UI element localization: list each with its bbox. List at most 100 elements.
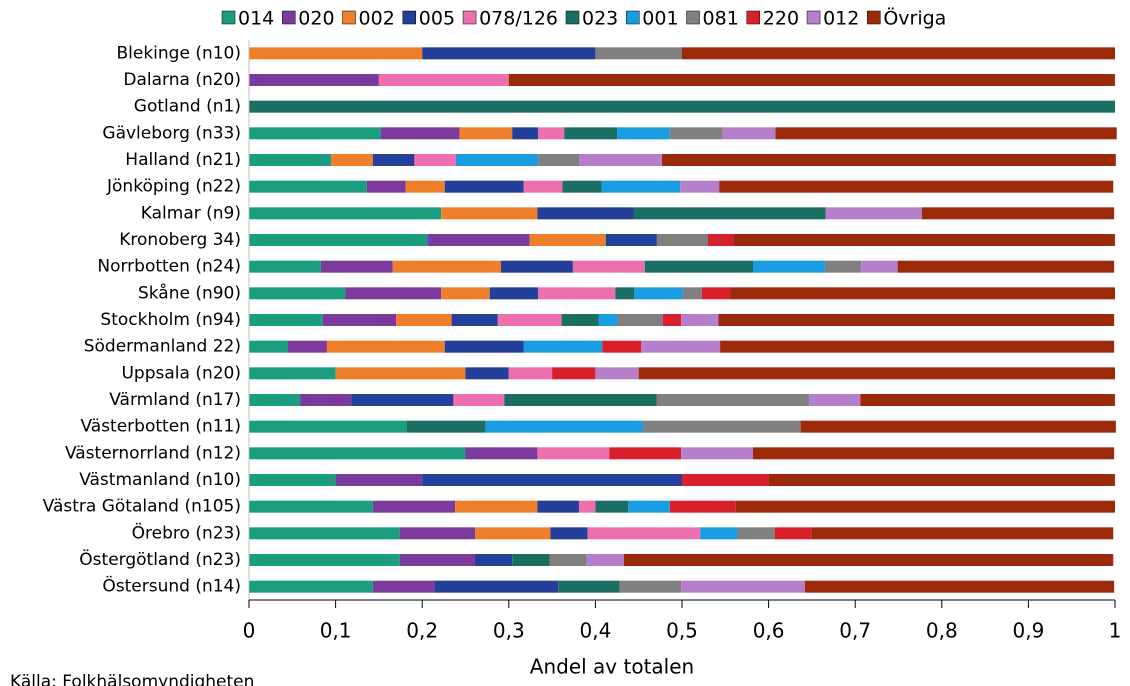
bar-segment bbox=[366, 180, 406, 193]
bar-segment bbox=[602, 340, 642, 353]
bar-segment bbox=[682, 474, 769, 486]
bar-segment bbox=[811, 527, 1114, 540]
y-tick-label: Kronoberg 34) bbox=[119, 230, 241, 250]
legend-swatch bbox=[342, 10, 356, 25]
bar-segment bbox=[656, 234, 708, 246]
bar-segment bbox=[733, 234, 1115, 246]
bar-segment bbox=[662, 314, 682, 326]
bar-segment bbox=[564, 127, 618, 140]
legend-swatch bbox=[806, 10, 821, 25]
bar-segment bbox=[572, 260, 645, 273]
bar-segment bbox=[720, 340, 1115, 353]
bar-segment bbox=[392, 260, 502, 273]
bar-segment bbox=[617, 127, 670, 140]
bar-segment bbox=[485, 420, 644, 433]
bar-segment bbox=[380, 127, 460, 140]
bar-segment bbox=[681, 314, 719, 326]
bar-segment bbox=[249, 500, 373, 513]
bar-segment bbox=[537, 500, 579, 513]
x-tick-label: 0,1 bbox=[320, 619, 352, 643]
bar-segment bbox=[682, 47, 1115, 60]
bar-segment bbox=[287, 340, 327, 353]
bar-segment bbox=[578, 500, 596, 513]
bar-segment bbox=[809, 394, 861, 406]
bar-segment bbox=[372, 154, 415, 166]
bar-segment bbox=[615, 287, 635, 300]
legend-label: Övriga bbox=[883, 7, 946, 30]
y-tick-label: Örebro (n23) bbox=[132, 521, 241, 543]
bar-segment bbox=[249, 367, 336, 380]
y-tick-label: Östersund (n14) bbox=[102, 575, 241, 597]
bar-segment bbox=[682, 287, 702, 300]
legend-swatch bbox=[626, 10, 640, 25]
bar-segment bbox=[249, 260, 321, 273]
x-tick-label: 0,4 bbox=[579, 619, 611, 643]
bar-segment bbox=[249, 580, 373, 593]
bar-segment bbox=[800, 420, 1116, 433]
bar-segment bbox=[249, 154, 332, 166]
bar-segment bbox=[644, 260, 754, 273]
bar-segment bbox=[609, 447, 682, 460]
legend-label: 002 bbox=[359, 8, 395, 30]
bar-segment bbox=[680, 180, 720, 193]
bar-segment bbox=[249, 287, 346, 300]
bar-segment bbox=[465, 447, 538, 460]
bar-segment bbox=[345, 287, 442, 300]
bar-segment bbox=[735, 500, 1115, 513]
y-tick-label: Östergötland (n23) bbox=[79, 548, 241, 570]
bar-segment bbox=[897, 260, 1115, 273]
bar-segment bbox=[586, 554, 624, 566]
legend-swatch bbox=[565, 10, 580, 25]
y-tick-label: Gotland (n1) bbox=[134, 97, 241, 117]
bar-segment bbox=[595, 367, 639, 380]
y-tick-label: Värmland (n17) bbox=[109, 390, 241, 410]
legend-label: 005 bbox=[419, 8, 455, 30]
bar-segment bbox=[753, 260, 825, 273]
bar-segment bbox=[718, 314, 1115, 326]
bar-segment bbox=[737, 527, 775, 540]
bar-segment bbox=[656, 394, 810, 406]
bar-segment bbox=[249, 554, 400, 566]
bar-segment bbox=[638, 367, 1115, 380]
bar-segment bbox=[538, 287, 616, 300]
bar-segment bbox=[441, 207, 538, 220]
bar-segment bbox=[508, 74, 1115, 86]
y-tick-label: Uppsala (n20) bbox=[121, 363, 241, 383]
bar-segment bbox=[351, 394, 454, 406]
legend-swatch bbox=[746, 10, 761, 25]
bar-segment bbox=[861, 260, 898, 273]
bar-segment bbox=[579, 154, 663, 166]
bar-segment bbox=[561, 314, 599, 326]
x-axis-label: Andel av totalen bbox=[530, 655, 694, 679]
bar-segment bbox=[249, 527, 400, 540]
bar-segment bbox=[719, 180, 1114, 193]
y-tick-label: Halland (n21) bbox=[125, 150, 241, 170]
bar-segment bbox=[700, 527, 738, 540]
bar-segment bbox=[504, 394, 657, 406]
legend-label: 012 bbox=[823, 8, 859, 30]
bar-segment bbox=[550, 527, 588, 540]
y-tick-label: Skåne (n90) bbox=[138, 282, 241, 303]
legend-swatch bbox=[462, 10, 477, 25]
y-tick-label: Stockholm (n94) bbox=[100, 310, 241, 330]
bar-segment bbox=[549, 554, 587, 566]
bar-segment bbox=[587, 527, 701, 540]
bar-segment bbox=[681, 580, 805, 593]
bar-segment bbox=[396, 314, 452, 326]
bar-segment bbox=[249, 234, 428, 246]
bar-segment bbox=[249, 420, 407, 433]
legend-label: 081 bbox=[703, 8, 739, 30]
bar-segment bbox=[595, 47, 682, 60]
bar-segment bbox=[378, 74, 509, 86]
bar-segment bbox=[623, 554, 1114, 566]
bar-segment bbox=[633, 207, 826, 220]
bar-segment bbox=[501, 260, 573, 273]
bar-segment bbox=[512, 554, 550, 566]
bar-segment bbox=[399, 554, 476, 566]
bar-segment bbox=[707, 234, 734, 246]
y-tick-label: Dalarna (n20) bbox=[123, 70, 241, 90]
bar-segment bbox=[475, 554, 513, 566]
bar-segment bbox=[634, 287, 683, 300]
legend-label: 220 bbox=[763, 8, 799, 30]
bar-segment bbox=[669, 127, 723, 140]
